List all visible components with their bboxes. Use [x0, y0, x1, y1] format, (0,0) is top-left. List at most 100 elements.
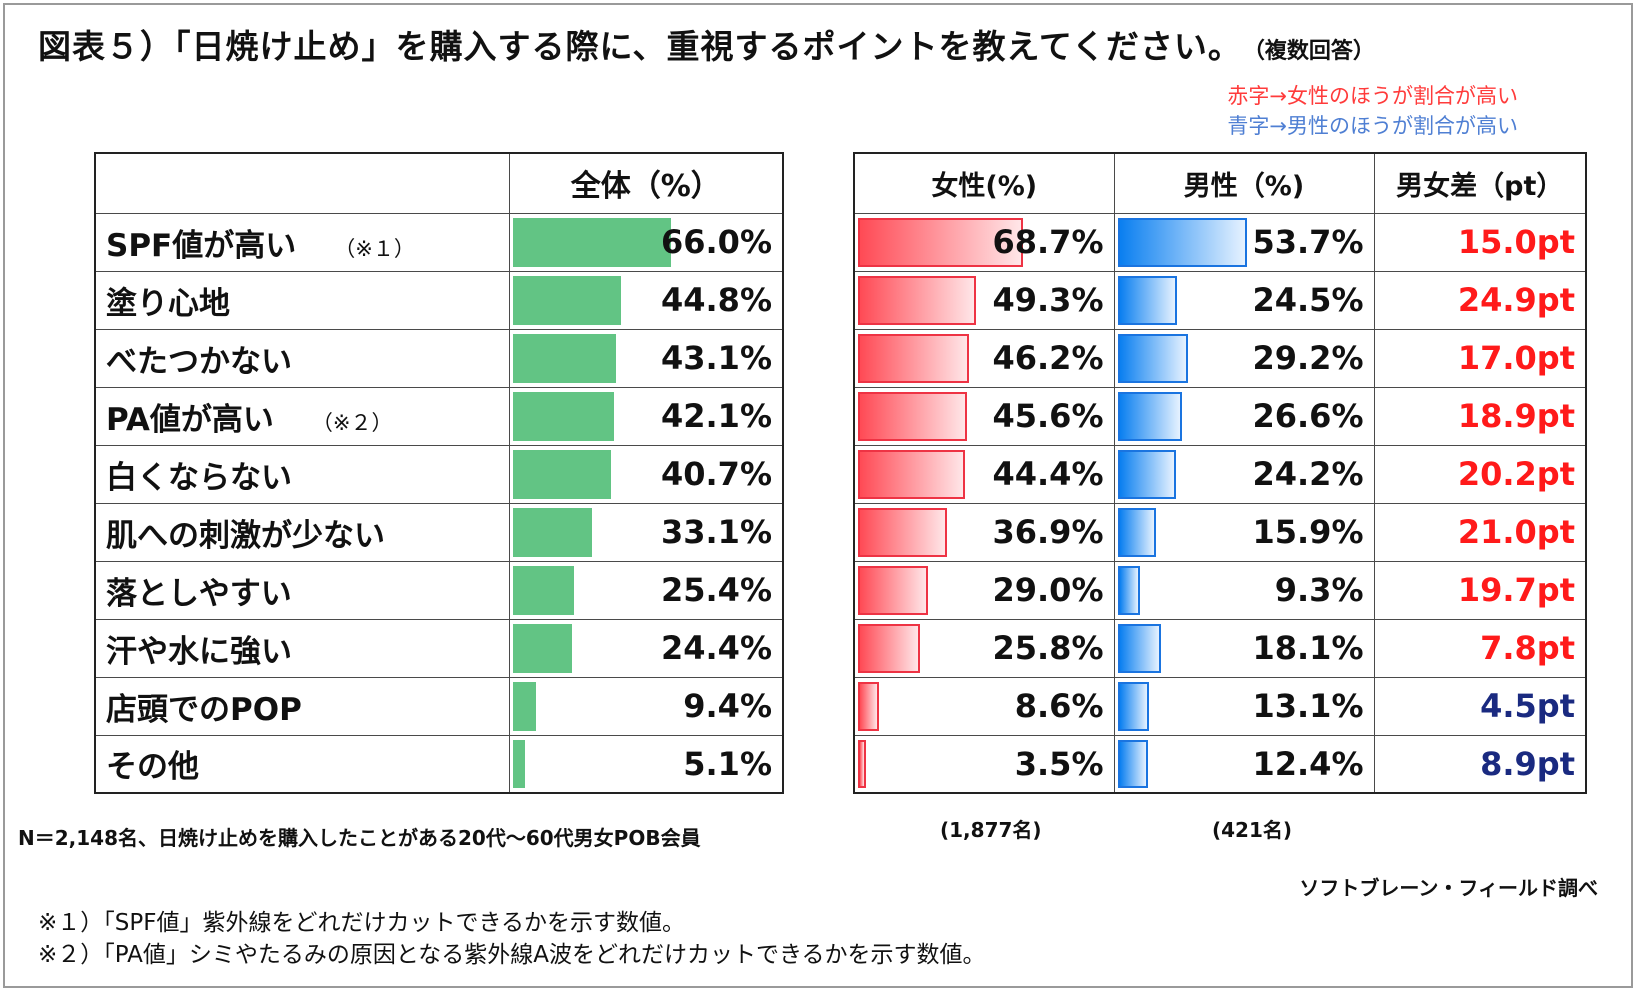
category-label: その他: [106, 749, 199, 786]
male-bar: [1117, 623, 1161, 673]
category-label: 店頭でのPOP: [106, 691, 302, 728]
female-bar: [858, 623, 920, 673]
total-header: 全体（%）: [508, 152, 784, 214]
total-bar: [512, 391, 614, 441]
gender-table-row: 45.6% 26.6% 18.9pt: [853, 386, 1587, 446]
male-bar: [1117, 391, 1182, 441]
total-cell: 25.4%: [508, 560, 784, 620]
category-note: （※２）: [311, 410, 393, 435]
male-value-label: 24.2%: [1252, 455, 1364, 493]
total-table-row: 落としやすい 25.4%: [94, 560, 784, 620]
total-value-label: 9.4%: [683, 687, 772, 725]
female-cell: 29.0%: [853, 560, 1115, 620]
total-cell: 24.4%: [508, 618, 784, 678]
female-value-label: 3.5%: [1014, 744, 1104, 783]
gender-table-row: 25.8% 18.1% 7.8pt: [853, 618, 1587, 678]
gender-diff-value: 20.2pt: [1373, 444, 1587, 504]
female-header: 女性(%): [853, 152, 1115, 214]
total-bar: [512, 507, 592, 557]
total-cell: 44.8%: [508, 270, 784, 330]
female-value-label: 29.0%: [992, 571, 1104, 609]
total-table: 全体（%） SPF値が高い （※１） 66.0% 塗り心地 44.8% べたつかない 43.…: [94, 152, 784, 794]
female-bar: [858, 507, 947, 557]
female-value-label: 68.7%: [992, 223, 1104, 261]
gender-table: 女性(%) 男性（%) 男女差（pt） 68.7% 53.7% 15.0pt 49.3…: [853, 152, 1587, 794]
footnote-2: ※２）「PA値」シミやたるみの原因となる紫外線A波をどれだけカットできるかを示す…: [38, 942, 986, 968]
female-cell: 46.2%: [853, 328, 1115, 388]
footnote-1: ※１）「SPF値」紫外線をどれだけカットできるかを示す数値。: [38, 910, 686, 936]
total-value-label: 33.1%: [660, 513, 772, 551]
category-label-cell: 店頭でのPOP: [94, 676, 510, 736]
female-value-label: 8.6%: [1014, 687, 1104, 725]
total-table-header-row: 全体（%）: [94, 152, 784, 214]
male-value-label: 26.6%: [1252, 397, 1364, 435]
total-table-row: 塗り心地 44.8%: [94, 270, 784, 330]
total-table-row: SPF値が高い （※１） 66.0%: [94, 212, 784, 272]
total-cell: 43.1%: [508, 328, 784, 388]
female-value-label: 45.6%: [992, 397, 1104, 435]
total-bar: [512, 333, 616, 383]
total-value-label: 25.4%: [660, 571, 772, 609]
gender-table-row: 44.4% 24.2% 20.2pt: [853, 444, 1587, 504]
gender-diff-value: 4.5pt: [1373, 676, 1587, 736]
female-bar: [858, 565, 928, 615]
male-value-label: 24.5%: [1252, 281, 1364, 319]
total-cell: 42.1%: [508, 386, 784, 446]
category-label: SPF値が高い: [106, 227, 297, 264]
male-bar: [1117, 565, 1140, 615]
female-cell: 8.6%: [853, 676, 1115, 736]
total-value-label: 44.8%: [660, 281, 772, 319]
total-value-label: 5.1%: [683, 744, 772, 783]
male-cell: 15.9%: [1113, 502, 1375, 562]
female-cell: 49.3%: [853, 270, 1115, 330]
gender-table-row: 29.0% 9.3% 19.7pt: [853, 560, 1587, 620]
total-cell: 40.7%: [508, 444, 784, 504]
category-label: 白くならない: [106, 459, 292, 496]
item-header-cell: [94, 152, 510, 214]
total-bar: [512, 739, 525, 788]
female-bar: [858, 391, 967, 441]
male-bar: [1117, 217, 1247, 267]
figure-frame: [3, 3, 1633, 988]
female-value-label: 36.9%: [992, 513, 1104, 551]
male-bar: [1117, 449, 1176, 499]
female-bar: [858, 275, 976, 325]
gender-diff-value: 15.0pt: [1373, 212, 1587, 272]
category-label-cell: PA値が高い （※２）: [94, 386, 510, 446]
total-value-label: 66.0%: [660, 223, 772, 261]
male-header: 男性（%): [1113, 152, 1375, 214]
category-label: 落としやすい: [106, 575, 292, 612]
total-cell: 5.1%: [508, 734, 784, 794]
total-value-label: 43.1%: [660, 339, 772, 377]
male-cell: 12.4%: [1113, 734, 1375, 794]
category-label: 汗や水に強い: [106, 633, 292, 670]
total-value-label: 24.4%: [660, 629, 772, 667]
legend-red-note: 赤字→女性のほうが割合が高い: [1227, 84, 1518, 108]
gender-table-row: 46.2% 29.2% 17.0pt: [853, 328, 1587, 388]
category-label: PA値が高い: [106, 401, 274, 438]
total-table-row: 汗や水に強い 24.4%: [94, 618, 784, 678]
female-bar: [858, 681, 879, 731]
gender-table-row: 49.3% 24.5% 24.9pt: [853, 270, 1587, 330]
male-cell: 13.1%: [1113, 676, 1375, 736]
female-bar: [858, 333, 969, 383]
total-table-row: その他 5.1%: [94, 734, 784, 794]
total-value-label: 42.1%: [660, 397, 772, 435]
category-label-cell: その他: [94, 734, 510, 794]
male-bar: [1117, 275, 1177, 325]
female-value-label: 49.3%: [992, 281, 1104, 319]
male-bar: [1117, 507, 1156, 557]
total-table-row: べたつかない 43.1%: [94, 328, 784, 388]
total-table-row: 肌への刺激が少ない 33.1%: [94, 502, 784, 562]
female-value-label: 46.2%: [992, 339, 1104, 377]
category-label-cell: SPF値が高い （※１）: [94, 212, 510, 272]
category-label: 塗り心地: [106, 285, 230, 322]
male-cell: 9.3%: [1113, 560, 1375, 620]
male-bar: [1117, 739, 1148, 788]
category-label-cell: 塗り心地: [94, 270, 510, 330]
total-cell: 9.4%: [508, 676, 784, 736]
female-cell: 3.5%: [853, 734, 1115, 794]
male-value-label: 13.1%: [1252, 687, 1364, 725]
category-label-cell: 肌への刺激が少ない: [94, 502, 510, 562]
gender-diff-value: 24.9pt: [1373, 270, 1587, 330]
